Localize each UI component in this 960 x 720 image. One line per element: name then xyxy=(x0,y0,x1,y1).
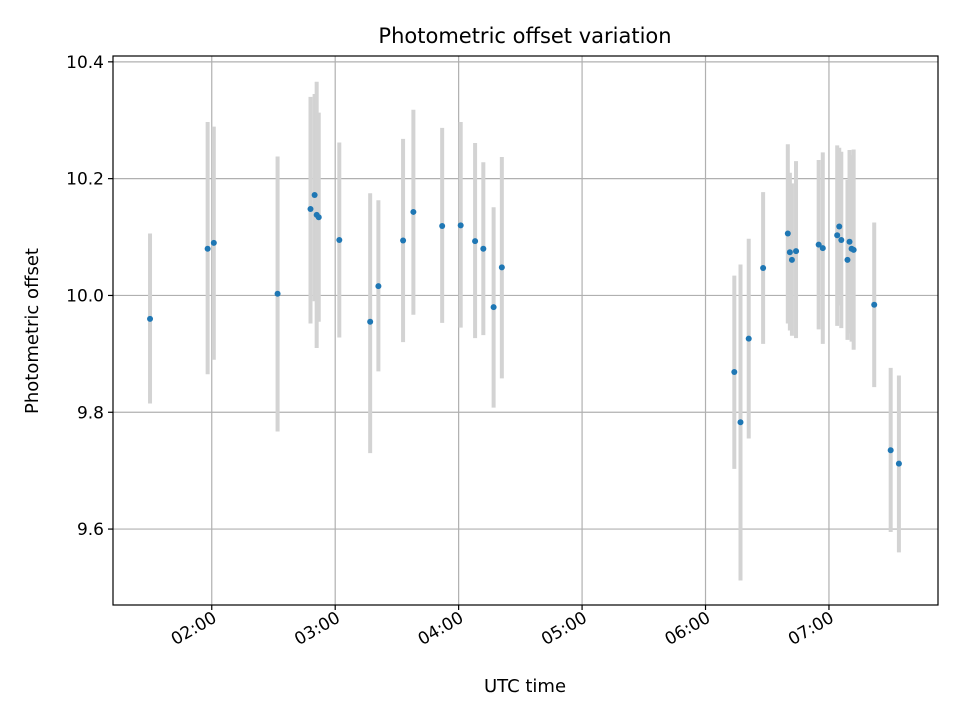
y-tick-label: 10.4 xyxy=(66,53,104,73)
data-point xyxy=(793,248,800,255)
data-point xyxy=(737,419,744,426)
data-point xyxy=(311,192,318,199)
data-point xyxy=(745,335,752,342)
x-axis-label: UTC time xyxy=(484,676,566,697)
grid xyxy=(113,56,938,605)
data-point xyxy=(204,245,211,252)
data-point xyxy=(472,238,479,245)
plot-frame xyxy=(112,55,939,606)
data-point xyxy=(784,230,791,237)
data-point xyxy=(887,447,894,454)
data-point xyxy=(367,318,374,325)
data-point xyxy=(410,208,417,215)
data-point xyxy=(838,236,845,243)
data-point xyxy=(490,304,497,311)
data-point xyxy=(844,256,851,263)
data-point xyxy=(336,236,343,243)
data-point xyxy=(731,368,738,375)
data-point xyxy=(147,315,154,322)
y-tick-label: 9.6 xyxy=(77,520,104,540)
data-point xyxy=(788,256,795,263)
data-point xyxy=(819,245,826,252)
data-point xyxy=(834,232,841,239)
data-point xyxy=(210,239,217,246)
y-tick-label: 10.0 xyxy=(66,286,104,306)
y-axis: 9.6 9.8 10.0 10.2 10.4 xyxy=(66,53,113,540)
y-tick-label: 9.8 xyxy=(77,403,104,423)
data-point xyxy=(457,222,464,229)
data-point xyxy=(836,223,843,230)
data-point xyxy=(307,206,314,213)
y-axis-label: Photometric offset xyxy=(22,248,43,414)
data-point xyxy=(498,264,505,271)
data-point xyxy=(315,214,322,221)
data-point xyxy=(400,237,407,244)
data-point xyxy=(375,283,382,290)
y-tick-label: 10.2 xyxy=(66,170,104,190)
data-point xyxy=(480,245,487,252)
data-point xyxy=(846,238,853,245)
data-point xyxy=(786,249,793,256)
data-point xyxy=(871,301,878,308)
data-point xyxy=(274,290,281,297)
data-point xyxy=(895,460,902,467)
data-point xyxy=(439,222,446,229)
chart-title: Photometric offset variation xyxy=(378,24,671,48)
data-point xyxy=(815,241,822,248)
data-point xyxy=(850,246,857,253)
data-point xyxy=(760,265,767,272)
data-points xyxy=(147,192,902,467)
